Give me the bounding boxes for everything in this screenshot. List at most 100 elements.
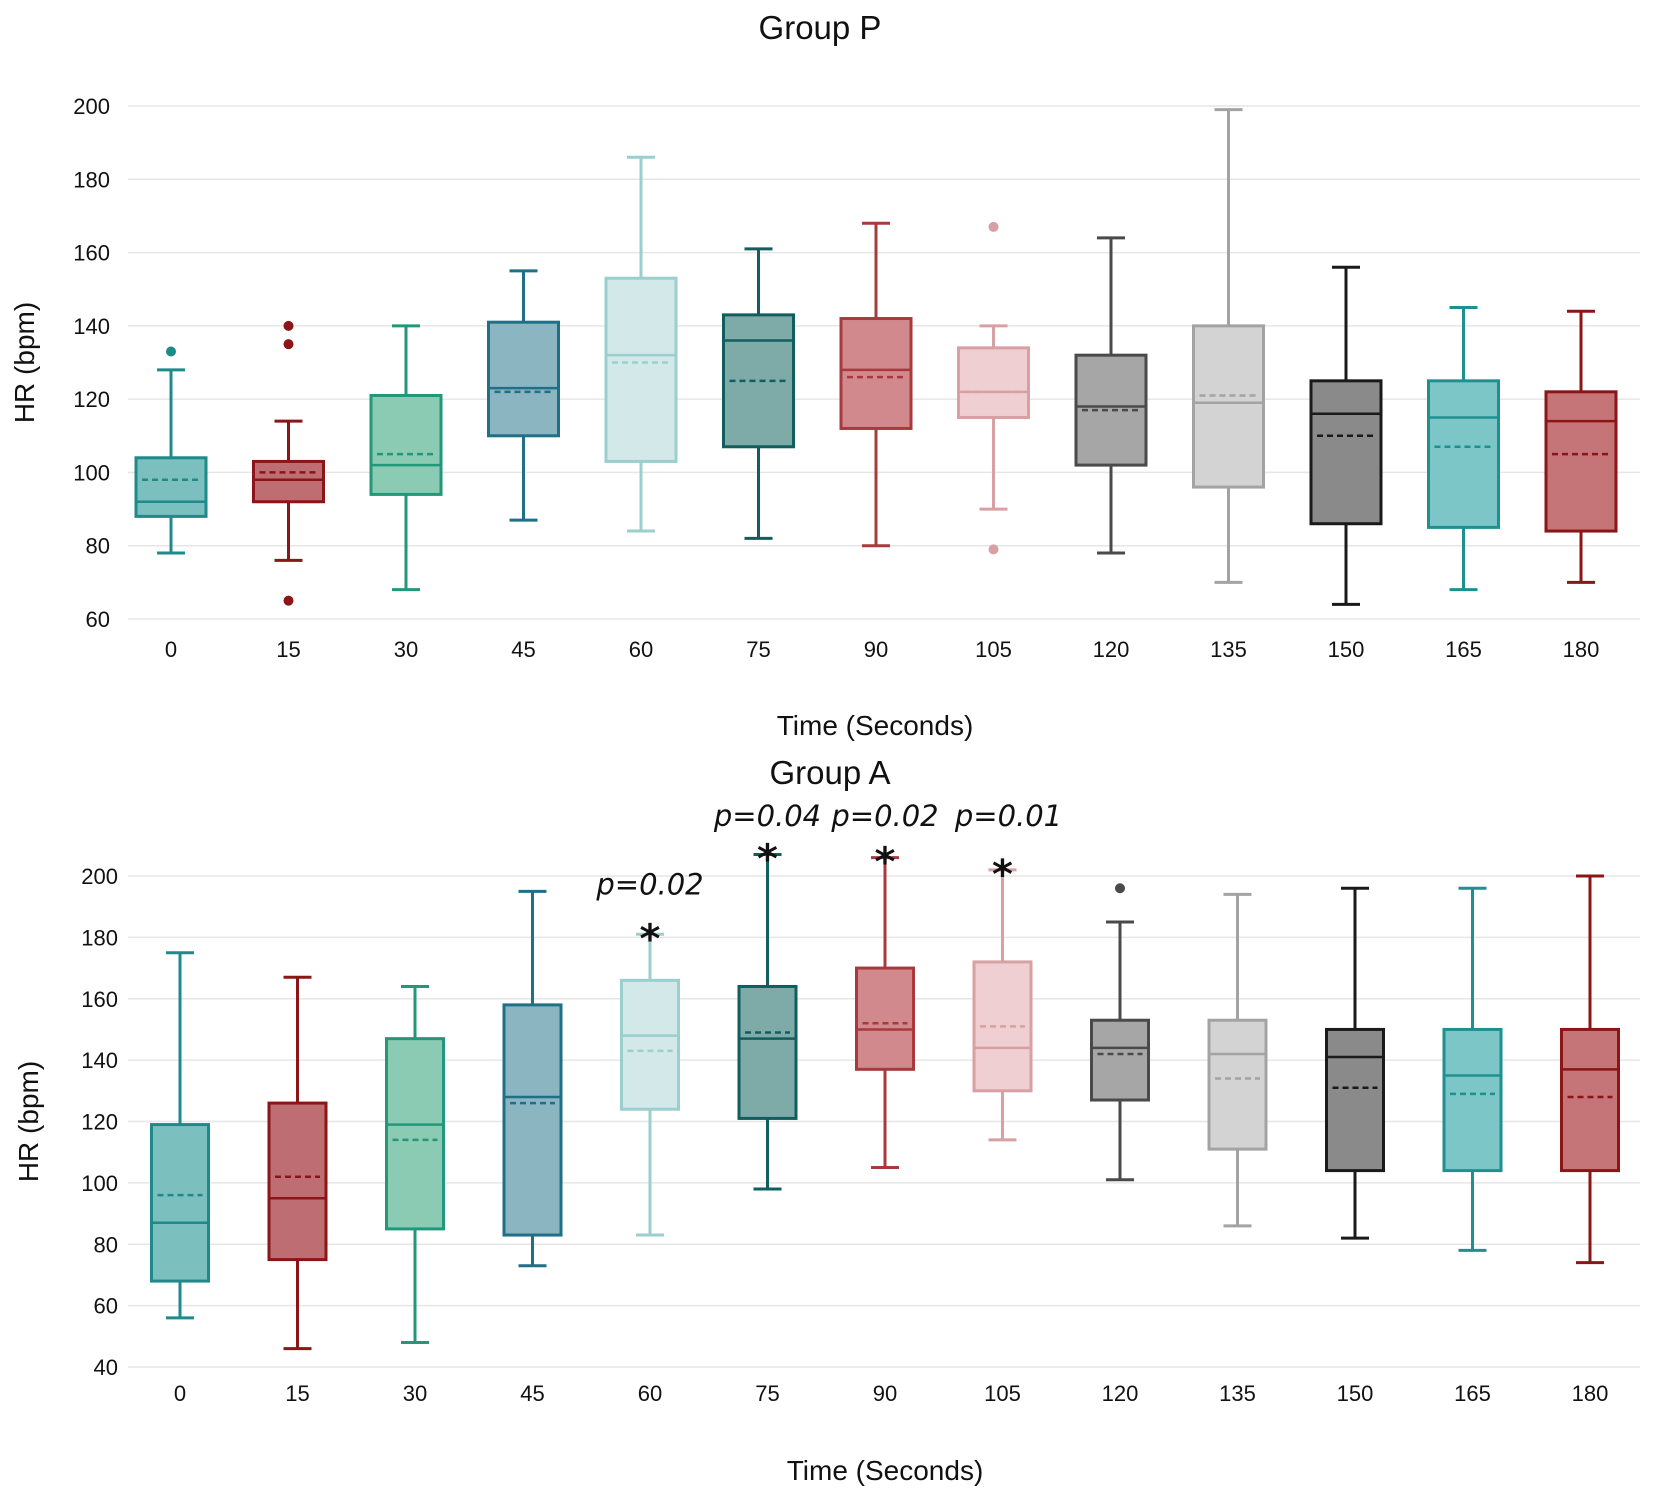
iqr-box (267, 1101, 328, 1262)
box-75 (722, 247, 795, 540)
iqr-box (150, 1123, 210, 1283)
chart-panel-1: Group A 40 60 80 100 120 140 160 180 200 HR (bpm) 0… (13, 754, 1640, 1486)
box-135 (1207, 892, 1268, 1228)
box-150 (1325, 886, 1385, 1240)
x-tick-label: 0 (174, 1381, 186, 1406)
box-30 (369, 324, 443, 592)
x-tick-label: 75 (746, 637, 770, 662)
x-tick-label: 150 (1337, 1381, 1374, 1406)
y-tick-label: 200 (81, 864, 118, 889)
box-150 (1309, 265, 1383, 606)
y-tick-label: 200 (73, 94, 110, 119)
iqr-box (487, 320, 560, 438)
box-15 (252, 320, 325, 606)
x-axis-title: Time (Seconds) (787, 1455, 984, 1486)
box-90 (855, 856, 915, 1170)
significance-star: * (757, 837, 778, 883)
x-tick-label: 120 (1093, 637, 1130, 662)
y-tick-label: 140 (73, 314, 110, 339)
iqr-box (839, 317, 913, 430)
iqr-box (369, 393, 443, 496)
iqr-box (1309, 379, 1383, 526)
x-tick-label: 15 (276, 637, 300, 662)
chart-title: Group A (769, 754, 890, 791)
iqr-box (1207, 1018, 1268, 1151)
y-tick-label: 140 (81, 1048, 118, 1073)
box-105 (972, 868, 1033, 1142)
x-tick-label: 45 (520, 1381, 544, 1406)
y-tick-label: 180 (73, 167, 110, 192)
y-tick-label: 160 (73, 241, 110, 266)
p-value-label: p=0.02 (830, 799, 938, 833)
x-tick-label: 30 (394, 637, 418, 662)
box-60 (620, 932, 680, 1237)
significance-star: * (992, 852, 1013, 898)
x-tick-label: 165 (1445, 637, 1482, 662)
y-tick-label: 100 (81, 1171, 118, 1196)
iqr-box (502, 1003, 563, 1237)
iqr-box (252, 459, 325, 504)
iqr-box (134, 456, 208, 518)
iqr-box (1427, 379, 1500, 529)
y-tick-label: 80 (94, 1232, 118, 1257)
iqr-box (1442, 1027, 1503, 1173)
y-axis-title: HR (bpm) (9, 302, 40, 423)
box-90 (839, 221, 913, 548)
outlier-point (1115, 883, 1125, 894)
p-value-label: p=0.04 (713, 799, 821, 833)
iqr-box (957, 346, 1030, 419)
box-15 (267, 975, 328, 1351)
y-tick-label: 60 (86, 607, 110, 632)
box-135 (1192, 108, 1265, 584)
box-75 (737, 853, 798, 1191)
y-tick-label: 100 (73, 460, 110, 485)
x-tick-label: 30 (403, 1381, 427, 1406)
y-tick-label: 160 (81, 987, 118, 1012)
iqr-box (737, 984, 798, 1120)
box-165 (1442, 886, 1503, 1252)
x-tick-label: 150 (1328, 637, 1365, 662)
x-tick-label: 105 (984, 1381, 1021, 1406)
box-0 (150, 951, 210, 1320)
iqr-box (385, 1037, 445, 1231)
box-180 (1544, 309, 1618, 584)
x-tick-label: 15 (285, 1381, 309, 1406)
outlier-point (988, 544, 999, 555)
iqr-box (604, 276, 678, 463)
chart-title: Group P (759, 9, 882, 46)
x-tick-label: 45 (511, 637, 535, 662)
x-tick-label: 90 (864, 637, 888, 662)
box-30 (385, 984, 445, 1344)
outlier-point (988, 221, 999, 232)
y-tick-label: 40 (94, 1355, 118, 1380)
y-tick-label: 180 (81, 925, 118, 950)
x-tick-label: 60 (638, 1381, 662, 1406)
y-tick-label: 120 (81, 1110, 118, 1135)
x-tick-label: 75 (755, 1381, 779, 1406)
y-tick-label: 120 (73, 387, 110, 412)
x-tick-label: 135 (1219, 1381, 1256, 1406)
chart-panel-0: Group P 60 80 100 120 140 160 180 200 HR (bpm) 0 15… (9, 9, 1640, 741)
iqr-box (1090, 1018, 1150, 1102)
outlier-point (283, 595, 294, 606)
p-value-label: p=0.01 (954, 799, 1062, 833)
box-0 (134, 346, 208, 555)
x-tick-label: 180 (1563, 637, 1600, 662)
outlier-point (166, 346, 176, 357)
x-axis-title: Time (Seconds) (777, 710, 974, 741)
x-tick-label: 165 (1454, 1381, 1491, 1406)
outlier-point (283, 339, 294, 350)
x-tick-label: 105 (975, 637, 1012, 662)
box-165 (1427, 306, 1500, 592)
y-tick-label: 80 (86, 534, 110, 559)
iqr-box (1192, 324, 1265, 489)
x-tick-label: 60 (629, 637, 653, 662)
x-tick-label: 90 (873, 1381, 897, 1406)
box-60 (604, 155, 678, 533)
iqr-box (855, 966, 915, 1071)
box-120 (1074, 236, 1148, 555)
p-value-label: p=0.02 (595, 867, 703, 901)
box-45 (487, 269, 560, 522)
iqr-box (620, 978, 680, 1111)
